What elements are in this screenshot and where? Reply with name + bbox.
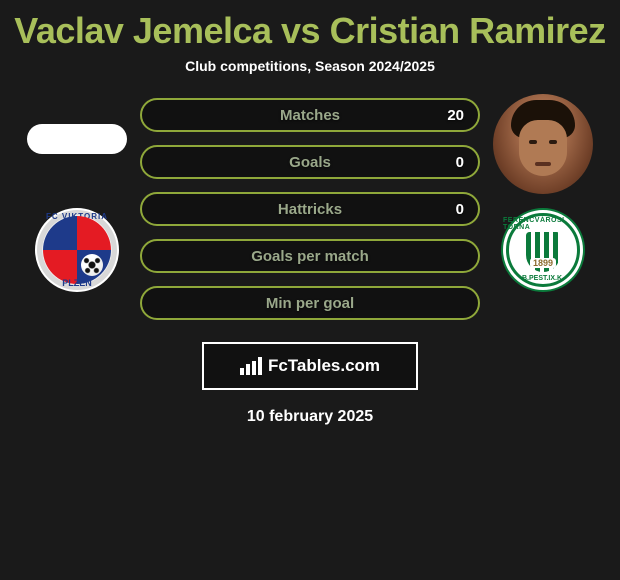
stat-bar-hattricks: Hattricks 0 (140, 192, 480, 226)
page-title: Vaclav Jemelca vs Cristian Ramirez (14, 10, 605, 52)
stat-mpg-label: Min per goal (266, 295, 354, 312)
comparison-card: Vaclav Jemelca vs Cristian Ramirez Club … (0, 0, 620, 580)
date-label: 10 february 2025 (247, 408, 373, 426)
stats-column: Matches 20 Goals 0 Hattricks 0 Goals per… (140, 94, 480, 320)
comparison-area: FC VIKTORIA PLZEŇ Matches 20 Goals 0 H (0, 94, 620, 320)
stat-hattricks-right: 0 (456, 201, 464, 218)
player-right-column: FERENCVÁROSI TORNA 1899 B.PEST.IX.K. (488, 94, 598, 292)
stat-matches-right: 20 (447, 107, 464, 124)
stat-matches-label: Matches (280, 107, 340, 124)
site-logo[interactable]: FcTables.com (202, 342, 418, 390)
stat-goals-label: Goals (289, 154, 331, 171)
crest-plzen: FC VIKTORIA PLZEŇ (35, 208, 119, 292)
stat-bar-goals-per-match: Goals per match (140, 239, 480, 273)
player-right-avatar (493, 94, 593, 194)
stat-bar-goals: Goals 0 (140, 145, 480, 179)
stat-goals-right: 0 (456, 154, 464, 171)
crest-ftc-center-text: B.PEST.IX.K. (522, 275, 564, 282)
stat-bar-matches: Matches 20 (140, 98, 480, 132)
soccer-ball-icon (81, 254, 103, 276)
player-left-column: FC VIKTORIA PLZEŇ (22, 94, 132, 292)
subtitle: Club competitions, Season 2024/2025 (185, 58, 435, 74)
crest-plzen-bottom-text: PLZEŇ (37, 278, 117, 288)
crest-ftc-year: 1899 (530, 258, 556, 268)
crest-ferencvaros: FERENCVÁROSI TORNA 1899 B.PEST.IX.K. (501, 208, 585, 292)
bar-chart-icon (240, 357, 262, 375)
player-left-avatar (27, 124, 127, 154)
stat-hattricks-label: Hattricks (278, 201, 342, 218)
site-name: FcTables.com (268, 356, 380, 376)
crest-ftc-top-text: FERENCVÁROSI TORNA (503, 217, 583, 231)
stat-bar-min-per-goal: Min per goal (140, 286, 480, 320)
stat-gpm-label: Goals per match (251, 248, 369, 265)
